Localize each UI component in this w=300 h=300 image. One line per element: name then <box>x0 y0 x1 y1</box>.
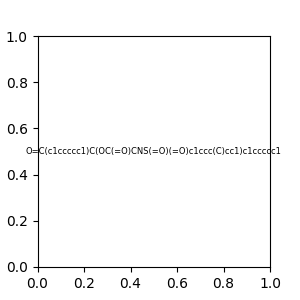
Text: O=C(c1ccccc1)C(OC(=O)CNS(=O)(=O)c1ccc(C)cc1)c1ccccc1: O=C(c1ccccc1)C(OC(=O)CNS(=O)(=O)c1ccc(C)… <box>26 147 282 156</box>
